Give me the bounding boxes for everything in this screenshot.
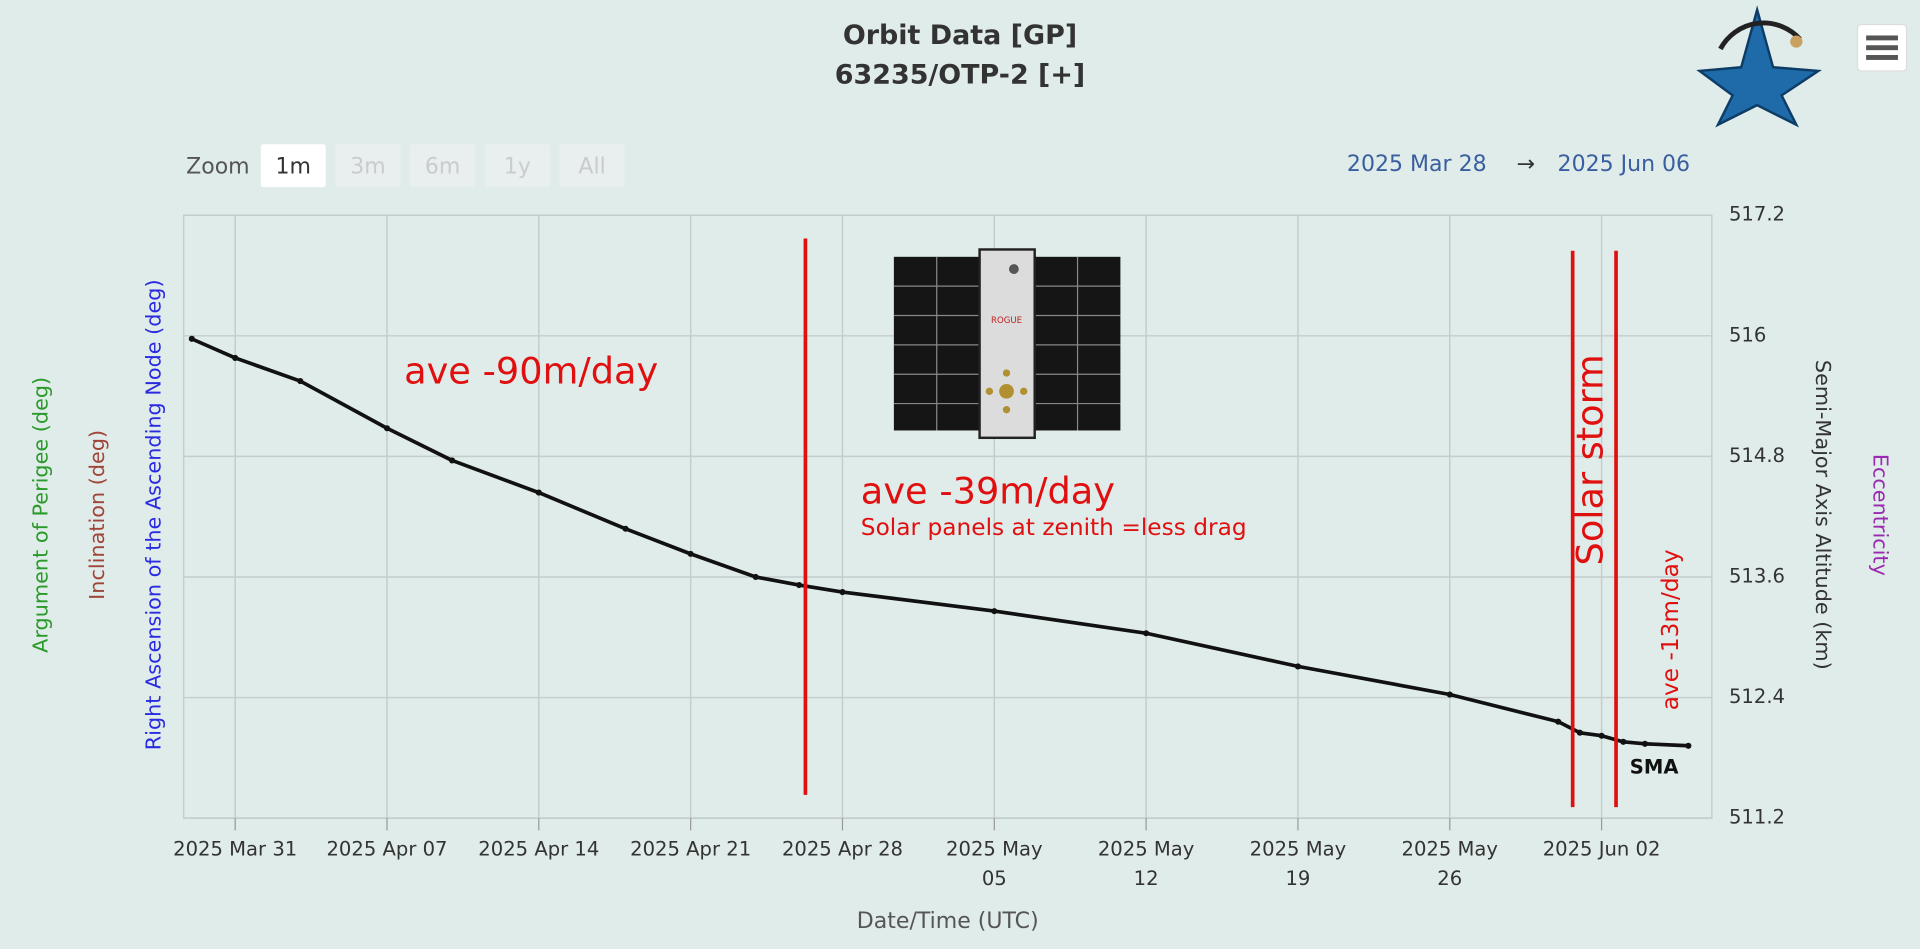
- range-from: 2025 Mar 28: [1347, 152, 1487, 177]
- data-point: [1620, 738, 1627, 745]
- series-label: SMA: [1630, 755, 1680, 778]
- left-axis-title: Argument of Perigee (deg): [29, 377, 53, 653]
- zoom-button[interactable]: [410, 144, 476, 188]
- x-tick-label: 2025 May: [1402, 837, 1499, 860]
- x-tick-label: 05: [982, 867, 1007, 890]
- satellite-image: ROGUE: [893, 248, 1121, 440]
- left-axis-title: Right Ascension of the Ascending Node (d…: [141, 279, 165, 750]
- y-tick-label: 511.2: [1729, 806, 1785, 829]
- left-axis-title: Inclination (deg): [85, 430, 109, 600]
- data-point: [1685, 742, 1692, 749]
- x-tick-label: 2025 Jun 02: [1543, 837, 1661, 860]
- x-tick-label: 2025 Apr 07: [326, 837, 447, 860]
- chart-title: Orbit Data [GP]: [843, 20, 1077, 51]
- data-point: [535, 489, 542, 496]
- data-point: [991, 608, 998, 615]
- data-point: [1576, 729, 1583, 736]
- x-tick-label: 2025 Apr 28: [782, 837, 903, 860]
- data-point: [1555, 718, 1562, 725]
- y-axis-title: Semi-Major Axis Altitude (km): [1811, 360, 1835, 670]
- data-point: [1143, 630, 1150, 637]
- zoom-buttons: 1m 3m 6m 1y All: [260, 144, 625, 188]
- y-tick-label: 512.4: [1729, 685, 1785, 708]
- menu-button[interactable]: [1856, 23, 1908, 72]
- zoom-button-label[interactable]: 1y: [504, 155, 531, 180]
- annotation: ave -39m/day: [861, 469, 1115, 512]
- x-tick-label: 26: [1437, 867, 1462, 890]
- data-point: [1598, 732, 1605, 739]
- svg-text:ROGUE: ROGUE: [991, 316, 1022, 326]
- x-tick-label: 2025 Mar 31: [173, 837, 297, 860]
- chart-subtitle: 63235/OTP-2 [+]: [835, 59, 1085, 90]
- data-point: [622, 525, 629, 532]
- y-tick-label: 514.8: [1729, 444, 1785, 467]
- zoom-button-label[interactable]: 1m: [276, 155, 311, 180]
- y-tick-label: 517.2: [1729, 203, 1785, 226]
- data-point: [752, 573, 759, 581]
- zoom-button[interactable]: [335, 144, 401, 188]
- x-tick-label: 2025 May: [1250, 837, 1347, 860]
- x-axis-title: Date/Time (UTC): [857, 909, 1039, 934]
- x-tick-label: 19: [1285, 867, 1310, 890]
- x-tick-label: 12: [1134, 867, 1159, 890]
- data-point: [1446, 691, 1453, 698]
- annotation: Solar storm: [1568, 354, 1611, 565]
- range-arrow: →: [1516, 152, 1534, 177]
- x-tick-label: 2025 May: [1098, 837, 1195, 860]
- y2-axis-title: Eccentricity: [1869, 454, 1893, 576]
- data-point: [1294, 663, 1302, 670]
- data-point: [1641, 740, 1649, 747]
- zoom-button-label[interactable]: All: [578, 155, 605, 180]
- data-point: [839, 588, 846, 596]
- y-tick-label: 513.6: [1729, 564, 1785, 587]
- zoom-button-label[interactable]: 3m: [350, 155, 385, 180]
- annotation: Solar panels at zenith =less drag: [861, 514, 1247, 541]
- x-tick-label: 2025 Apr 14: [478, 837, 599, 860]
- data-point: [796, 581, 803, 589]
- data-point: [188, 335, 195, 342]
- data-point: [687, 550, 694, 557]
- x-tick-label: 2025 Apr 21: [630, 837, 751, 860]
- annotation: ave -13m/day: [1657, 549, 1684, 710]
- zoom-button-label[interactable]: 6m: [425, 155, 460, 180]
- plot: SMA: [188, 238, 1692, 808]
- zoom-label: Zoom: [186, 155, 250, 180]
- zoom-button[interactable]: [484, 144, 550, 188]
- range-to: 2025 Jun 06: [1558, 152, 1691, 177]
- y-tick-label: 516: [1729, 323, 1766, 346]
- data-point: [232, 354, 239, 361]
- data-point: [449, 457, 456, 464]
- data-point: [297, 377, 304, 385]
- x-tick-label: 2025 May: [946, 837, 1043, 860]
- logo: [1696, 5, 1822, 128]
- zoom-button[interactable]: [260, 144, 326, 188]
- annotation: ave -90m/day: [404, 350, 658, 393]
- zoom-button[interactable]: [559, 144, 625, 188]
- data-point: [383, 425, 391, 432]
